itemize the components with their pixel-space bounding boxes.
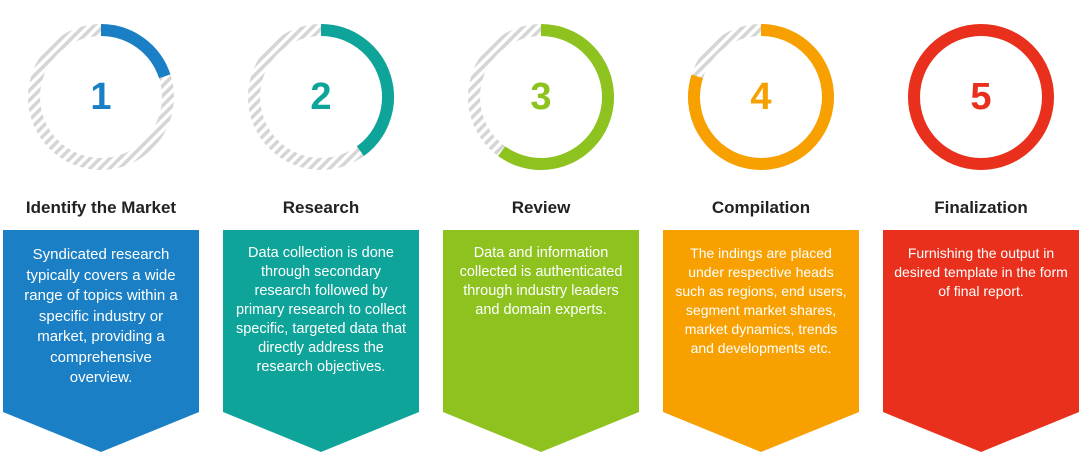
step-description: The indings are placed under respective …	[675, 245, 847, 356]
step-number: 3	[530, 76, 552, 118]
step-title: Finalization	[934, 198, 1028, 217]
card-shape	[663, 230, 859, 452]
card-shape	[3, 230, 199, 452]
step-5: 5 Finalization Furnishing the output in …	[883, 0, 1079, 460]
step-title: Identify the Market	[25, 198, 177, 217]
progress-ring: 4	[686, 22, 836, 172]
card-background	[443, 230, 639, 452]
step-description: Data and information collected is authen…	[459, 245, 623, 318]
step-card: Data and information collected is authen…	[443, 230, 639, 452]
step-card: Furnishing the output in desired templat…	[883, 230, 1079, 452]
progress-ring-graphic	[908, 24, 1054, 170]
step-card: Syndicated research typically covers a w…	[3, 230, 199, 452]
ring-progress-arc	[688, 24, 834, 170]
ring-progress-arc	[908, 24, 1054, 170]
step-description: Furnishing the output in desired templat…	[894, 245, 1068, 299]
card-background	[663, 230, 859, 452]
card-background	[223, 230, 419, 452]
progress-ring-graphic	[688, 24, 834, 170]
progress-ring: 3	[466, 22, 616, 172]
progress-ring: 5	[906, 22, 1056, 172]
progress-ring: 2	[246, 22, 396, 172]
step-title: Research	[282, 198, 360, 217]
progress-ring-graphic	[468, 24, 614, 170]
step-1: 1 Identify the Market Syndicated researc…	[3, 0, 199, 460]
card-shape	[443, 230, 639, 452]
progress-ring-graphic	[248, 24, 394, 170]
step-title: Review	[511, 198, 571, 217]
card-shape	[883, 230, 1079, 452]
step-description: Data collection is done through secondar…	[235, 245, 407, 375]
step-number: 2	[310, 76, 332, 118]
card-background	[883, 230, 1079, 452]
step-3: 3 Review Data and information collected …	[443, 0, 639, 460]
step-number: 1	[90, 76, 112, 118]
step-description: Syndicated research typically covers a w…	[24, 246, 178, 386]
ring-progress-arc	[100, 24, 171, 79]
ring-progress-arc	[498, 24, 614, 170]
step-card: Data collection is done through secondar…	[223, 230, 419, 452]
step-2: 2 Research Data collection is done throu…	[223, 0, 419, 460]
step-card: The indings are placed under respective …	[663, 230, 859, 452]
step-number: 4	[750, 76, 772, 118]
step-number: 5	[970, 76, 992, 118]
progress-ring-graphic	[28, 24, 174, 170]
card-background	[3, 230, 199, 452]
ring-progress-arc	[320, 24, 394, 157]
step-4: 4 Compilation The indings are placed und…	[663, 0, 859, 460]
step-title: Compilation	[711, 198, 811, 217]
progress-ring: 1	[26, 22, 176, 172]
card-shape	[223, 230, 419, 452]
